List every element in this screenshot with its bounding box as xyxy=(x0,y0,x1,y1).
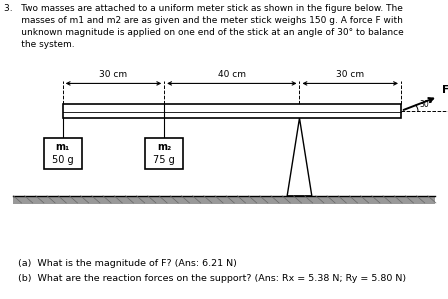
Bar xyxy=(63,104,401,118)
Text: (b)  What are the reaction forces on the support? (Ans: Rx = 5.38 N; Ry = 5.80 N: (b) What are the reaction forces on the … xyxy=(18,274,406,283)
Text: the system.: the system. xyxy=(4,40,75,49)
Bar xyxy=(44,138,82,169)
Polygon shape xyxy=(287,118,312,196)
Text: unknown magnitude is applied on one end of the stick at an angle of 30° to balan: unknown magnitude is applied on one end … xyxy=(4,28,404,37)
Text: 3.   Two masses are attached to a uniform meter stick as shown in the figure bel: 3. Two masses are attached to a uniform … xyxy=(4,4,403,13)
Bar xyxy=(145,138,183,169)
Text: 75 g: 75 g xyxy=(153,155,175,165)
Text: 30 cm: 30 cm xyxy=(99,70,128,79)
Text: m₂: m₂ xyxy=(157,142,171,152)
Text: F: F xyxy=(442,85,448,95)
Text: 30 cm: 30 cm xyxy=(336,70,364,79)
Text: m₁: m₁ xyxy=(56,142,70,152)
Text: masses of m1 and m2 are as given and the meter stick weighs 150 g. A force F wit: masses of m1 and m2 are as given and the… xyxy=(4,16,403,25)
Text: 30°: 30° xyxy=(420,100,433,109)
Text: 40 cm: 40 cm xyxy=(218,70,246,79)
Bar xyxy=(13,196,435,204)
Text: 50 g: 50 g xyxy=(52,155,73,165)
Text: (a)  What is the magnitude of F? (Ans: 6.21 N): (a) What is the magnitude of F? (Ans: 6.… xyxy=(18,259,237,268)
